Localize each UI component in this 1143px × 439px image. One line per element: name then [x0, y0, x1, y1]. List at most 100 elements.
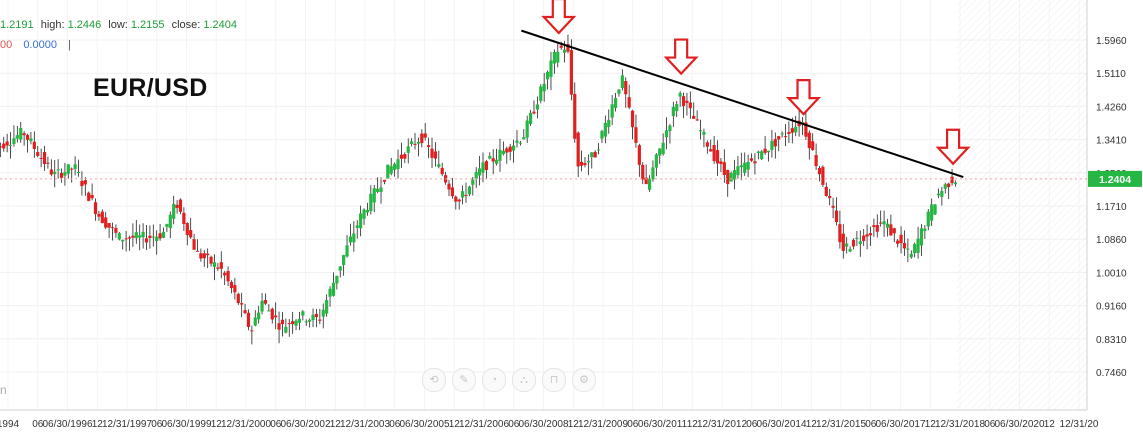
- x-tick-label: 06/30/2014: [756, 419, 806, 430]
- candle-body: [722, 162, 726, 175]
- candle-body: [263, 300, 268, 304]
- candle-body: [542, 83, 546, 92]
- candle-body: [280, 319, 285, 325]
- x-tick-label: 06: [627, 419, 639, 430]
- candle-body: [654, 154, 658, 168]
- candle-body: [284, 326, 288, 333]
- candle-body: [511, 145, 516, 151]
- candle-body: [291, 321, 295, 325]
- x-tick-label: 12: [925, 419, 937, 430]
- candle-body: [692, 115, 696, 119]
- x-tick-label: 12: [211, 419, 223, 430]
- candle-body: [556, 51, 560, 63]
- candle-body: [97, 213, 101, 217]
- candle-body: [644, 177, 648, 185]
- peak-arrow-marker: [541, 0, 577, 35]
- candle-body: [566, 44, 570, 52]
- candle-body: [454, 196, 458, 202]
- candle-body: [396, 159, 400, 170]
- candle-body: [195, 250, 200, 252]
- candle-body: [144, 238, 149, 243]
- candle-body: [233, 285, 237, 293]
- candle-body: [862, 235, 866, 242]
- candle-body: [223, 272, 227, 276]
- y-tick-label: 1.5960: [1096, 36, 1127, 47]
- candle-body: [467, 186, 472, 195]
- candle-body: [63, 172, 67, 176]
- indicator-icon[interactable]: ⛬: [512, 368, 536, 392]
- candle-body: [607, 119, 611, 127]
- candle-body: [301, 311, 305, 316]
- candle-body: [328, 288, 332, 297]
- candle-body: [814, 155, 818, 167]
- candle-body: [199, 253, 203, 259]
- x-tick-label: 06: [746, 419, 758, 430]
- candle-body: [376, 188, 380, 192]
- candle-body: [427, 145, 431, 147]
- settings-icon[interactable]: ⚙: [572, 368, 596, 392]
- x-tick-label: 06/30/2017: [875, 419, 925, 430]
- candle-body: [576, 132, 580, 167]
- x-tick-label: 12: [806, 419, 818, 430]
- candle-body: [950, 176, 954, 184]
- candle-body: [926, 211, 930, 227]
- future-area: [956, 0, 1087, 410]
- measure-icon[interactable]: ◔: [482, 368, 506, 392]
- candle-body: [270, 308, 274, 320]
- candle-body: [882, 221, 886, 225]
- candle-body: [359, 213, 363, 229]
- x-tick-label: 12/31/2009: [578, 419, 628, 430]
- candle-body: [902, 243, 907, 249]
- candle-body: [471, 179, 475, 185]
- x-tick-label: 06/30/2002: [280, 419, 330, 430]
- candle-body: [433, 151, 438, 159]
- candle-body: [8, 144, 13, 146]
- candle-body: [845, 243, 849, 247]
- candle-body: [355, 225, 359, 228]
- candle-body: [73, 164, 77, 169]
- candle-body: [161, 231, 166, 238]
- candles-group: [0, 34, 958, 345]
- candle-body: [688, 102, 692, 109]
- x-tick-label: 12/31/2000: [221, 419, 271, 430]
- candle-body: [821, 166, 825, 185]
- candle-body: [651, 167, 655, 180]
- candle-body: [209, 256, 213, 264]
- candle-body: [389, 166, 393, 174]
- candle-body: [930, 204, 934, 221]
- candle-body: [393, 163, 397, 170]
- drawing-tools-icon[interactable]: ✎: [452, 368, 476, 392]
- candle-body: [834, 210, 839, 223]
- candle-body: [773, 139, 777, 147]
- candle-body: [335, 275, 339, 284]
- candle-body: [216, 267, 220, 269]
- candle-body: [777, 136, 781, 140]
- candle-body: [522, 137, 526, 140]
- candle-body: [617, 89, 621, 94]
- candle-body: [253, 317, 257, 326]
- candle-body: [919, 228, 924, 246]
- candle-body: [107, 223, 111, 228]
- candle-body: [593, 151, 597, 158]
- candle-body: [780, 133, 784, 135]
- x-tick-label: 06: [32, 419, 44, 430]
- circle-arrows-icon[interactable]: ⟲: [422, 368, 446, 392]
- x-tick-label: 06: [984, 419, 996, 430]
- x-tick-label: 1994: [0, 419, 20, 430]
- candle-body: [552, 51, 556, 64]
- candle-body: [151, 236, 155, 238]
- candle-body: [664, 130, 669, 138]
- candle-body: [257, 312, 261, 320]
- candle-body: [325, 300, 329, 314]
- candle-body: [104, 217, 108, 228]
- candle-body: [372, 188, 376, 203]
- candle-body: [855, 237, 859, 239]
- candle-body: [42, 151, 47, 165]
- magnet-icon[interactable]: ⊓: [542, 368, 566, 392]
- candle-body: [250, 330, 254, 332]
- candle-body: [658, 148, 662, 156]
- candle-body: [155, 236, 159, 242]
- candle-body: [868, 233, 873, 236]
